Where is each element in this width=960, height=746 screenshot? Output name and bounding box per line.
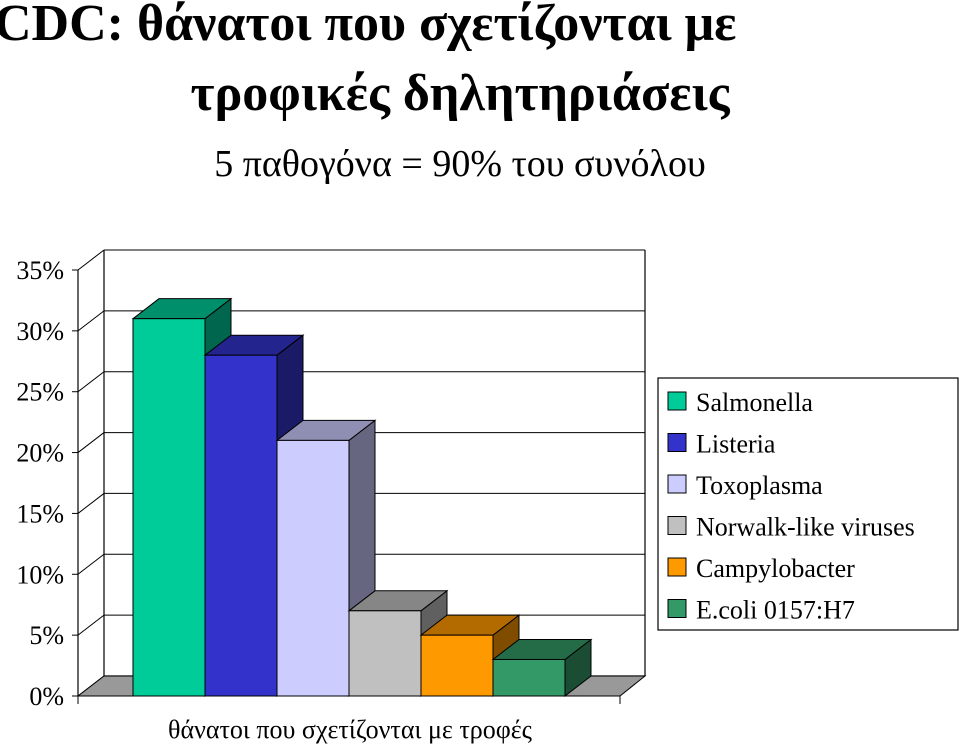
y-tick-label: 25%	[16, 378, 64, 407]
bar-front	[132, 318, 206, 697]
legend-swatch	[667, 516, 687, 535]
legend-swatch	[667, 391, 687, 411]
legend-label: Norwalk-like viruses	[696, 513, 915, 542]
bar-front	[348, 610, 422, 697]
gridline-diagonal	[77, 493, 105, 514]
legend-label: Toxoplasma	[696, 471, 823, 500]
legend-label: Salmonella	[696, 388, 813, 417]
gridline-diagonal	[77, 432, 105, 453]
gridline-diagonal	[77, 553, 105, 575]
y-tick-label: 10%	[16, 560, 64, 589]
gridline-diagonal	[77, 614, 105, 636]
x-axis-label: θάνατοι που σχετίζονται με τροφές	[168, 715, 533, 744]
bar-front	[204, 354, 278, 697]
legend-swatch	[667, 433, 687, 452]
y-tick-label: 15%	[16, 499, 64, 528]
subtitle: 5 παθογόνα = 90% του συνόλου	[214, 143, 706, 185]
bar-front	[276, 439, 350, 697]
gridline-diagonal	[77, 310, 105, 332]
y-tick-label: 5%	[29, 621, 64, 650]
y-tick-label: 20%	[16, 439, 64, 468]
bar-front	[420, 634, 494, 697]
bar-e-coli-0157-h7	[491, 638, 593, 698]
legend-label: Campylobacter	[696, 554, 855, 583]
legend-swatch	[667, 474, 687, 494]
legend-label: E.coli 0157:H7	[696, 596, 855, 625]
gridline-diagonal	[77, 249, 105, 271]
title-line-1: CDC: θάνατοι που σχετίζονται με	[0, 0, 737, 52]
legend-label: Listeria	[696, 430, 776, 459]
title-line-2: τροφικές δηλητηριάσεις	[190, 65, 730, 122]
legend-box	[657, 377, 959, 631]
legend: Salmonella Listeria Toxoplasma Norwalk-like…	[657, 377, 959, 631]
y-tick-label: 30%	[16, 317, 64, 346]
legend-swatch	[667, 599, 687, 618]
gridline-diagonal	[77, 371, 105, 393]
y-tick-label: 35%	[16, 256, 64, 285]
legend-swatch	[667, 557, 687, 577]
y-tick-label: 0%	[29, 682, 64, 711]
bar-front	[492, 658, 566, 697]
